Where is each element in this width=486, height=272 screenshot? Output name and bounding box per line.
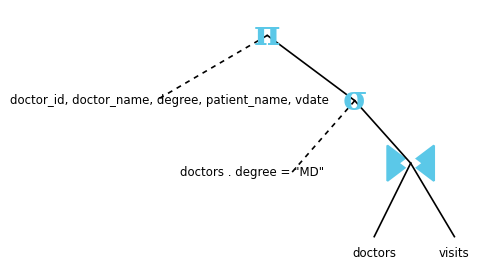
Polygon shape [387, 146, 411, 181]
Polygon shape [400, 155, 421, 171]
Polygon shape [411, 146, 434, 181]
Text: doctors: doctors [352, 247, 396, 260]
Text: doctor_id, doctor_name, degree, patient_name, vdate: doctor_id, doctor_name, degree, patient_… [10, 94, 329, 107]
Text: visits: visits [439, 247, 470, 260]
Text: doctors . degree = "MD": doctors . degree = "MD" [180, 166, 324, 179]
Text: σ: σ [343, 84, 367, 117]
Text: π: π [254, 18, 280, 52]
